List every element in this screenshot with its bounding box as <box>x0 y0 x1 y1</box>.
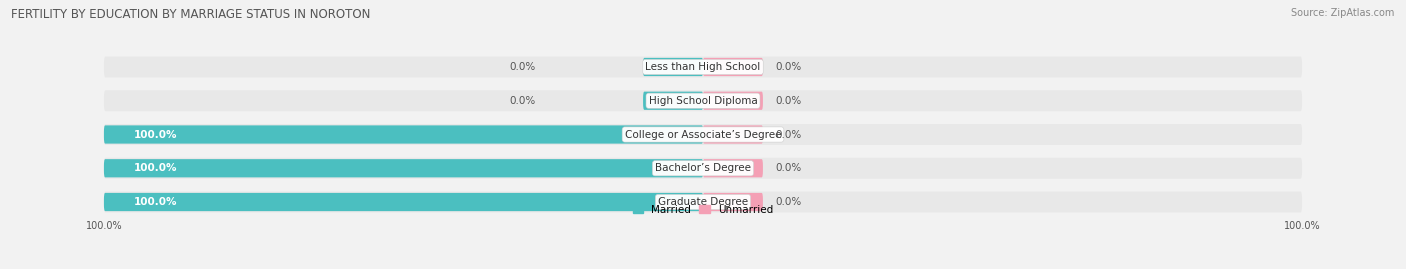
Text: 0.0%: 0.0% <box>775 62 801 72</box>
FancyBboxPatch shape <box>703 193 763 211</box>
FancyBboxPatch shape <box>104 193 703 211</box>
Text: 100.0%: 100.0% <box>1284 221 1320 231</box>
Text: Graduate Degree: Graduate Degree <box>658 197 748 207</box>
Text: High School Diploma: High School Diploma <box>648 96 758 106</box>
Text: Less than High School: Less than High School <box>645 62 761 72</box>
Text: Source: ZipAtlas.com: Source: ZipAtlas.com <box>1291 8 1395 18</box>
Text: Bachelor’s Degree: Bachelor’s Degree <box>655 163 751 173</box>
Text: College or Associate’s Degree: College or Associate’s Degree <box>624 129 782 140</box>
Text: 0.0%: 0.0% <box>775 163 801 173</box>
FancyBboxPatch shape <box>703 125 763 144</box>
Text: 100.0%: 100.0% <box>134 197 177 207</box>
Text: 0.0%: 0.0% <box>775 197 801 207</box>
FancyBboxPatch shape <box>104 158 1302 179</box>
FancyBboxPatch shape <box>703 58 763 76</box>
FancyBboxPatch shape <box>703 92 763 110</box>
FancyBboxPatch shape <box>104 125 703 144</box>
Text: 0.0%: 0.0% <box>509 62 536 72</box>
FancyBboxPatch shape <box>104 192 1302 213</box>
FancyBboxPatch shape <box>104 124 1302 145</box>
FancyBboxPatch shape <box>104 159 703 177</box>
FancyBboxPatch shape <box>643 92 703 110</box>
Text: 100.0%: 100.0% <box>134 129 177 140</box>
Legend: Married, Unmarried: Married, Unmarried <box>628 200 778 219</box>
Text: 100.0%: 100.0% <box>134 163 177 173</box>
Text: 100.0%: 100.0% <box>86 221 122 231</box>
FancyBboxPatch shape <box>104 90 1302 111</box>
Text: 0.0%: 0.0% <box>775 129 801 140</box>
Text: 0.0%: 0.0% <box>509 96 536 106</box>
Text: 0.0%: 0.0% <box>775 96 801 106</box>
Text: FERTILITY BY EDUCATION BY MARRIAGE STATUS IN NOROTON: FERTILITY BY EDUCATION BY MARRIAGE STATU… <box>11 8 371 21</box>
FancyBboxPatch shape <box>643 58 703 76</box>
FancyBboxPatch shape <box>703 159 763 177</box>
FancyBboxPatch shape <box>104 56 1302 77</box>
